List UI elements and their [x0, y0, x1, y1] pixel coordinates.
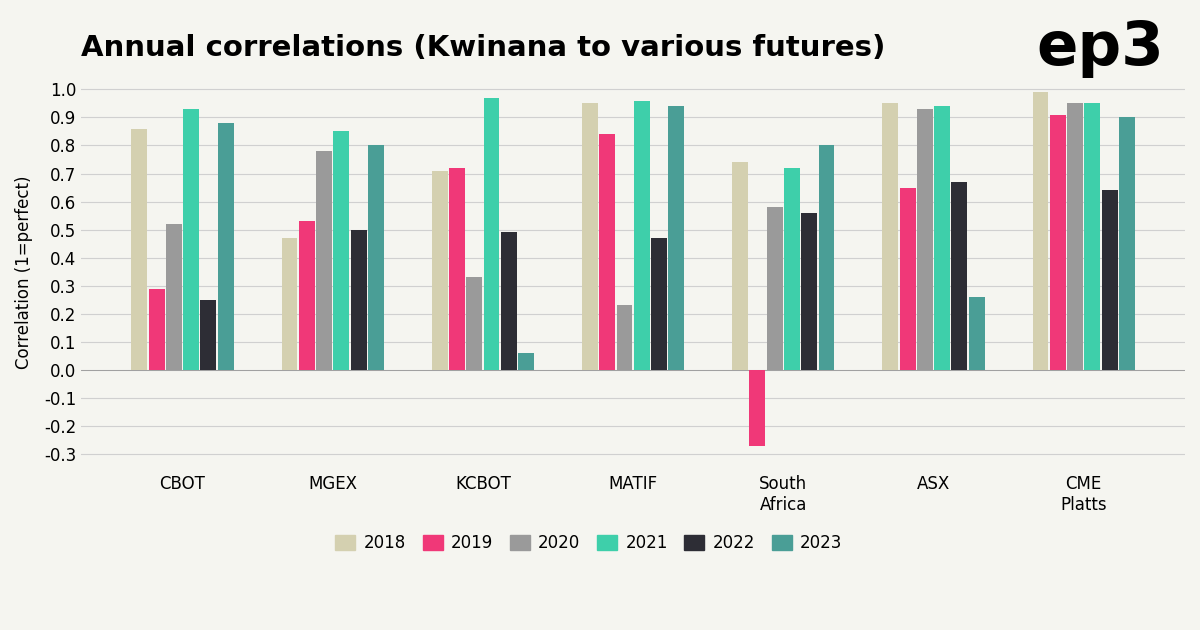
Bar: [149, 289, 164, 370]
Bar: [184, 109, 199, 370]
Bar: [784, 168, 800, 370]
Legend: 2018, 2019, 2020, 2021, 2022, 2023: 2018, 2019, 2020, 2021, 2022, 2023: [329, 527, 850, 559]
Bar: [334, 132, 349, 370]
Bar: [882, 103, 899, 370]
Bar: [934, 106, 950, 370]
Text: Annual correlations (Kwinana to various futures): Annual correlations (Kwinana to various …: [82, 34, 886, 62]
Bar: [1050, 115, 1066, 370]
Bar: [518, 353, 534, 370]
Bar: [282, 238, 298, 370]
Bar: [732, 163, 748, 370]
Bar: [449, 168, 464, 370]
Bar: [750, 370, 766, 445]
Bar: [432, 171, 448, 370]
Bar: [767, 207, 782, 370]
Bar: [968, 297, 985, 370]
Bar: [1085, 103, 1100, 370]
Bar: [500, 232, 517, 370]
Bar: [582, 103, 598, 370]
Bar: [1118, 117, 1135, 370]
Bar: [200, 300, 216, 370]
Bar: [316, 151, 332, 370]
Bar: [217, 123, 234, 370]
Bar: [1067, 103, 1084, 370]
Bar: [1032, 92, 1049, 370]
Y-axis label: Correlation (1=perfect): Correlation (1=perfect): [14, 175, 32, 369]
Bar: [652, 238, 667, 370]
Bar: [668, 106, 684, 370]
Bar: [368, 146, 384, 370]
Bar: [350, 230, 366, 370]
Bar: [917, 109, 932, 370]
Bar: [166, 224, 182, 370]
Bar: [634, 101, 649, 370]
Bar: [599, 134, 616, 370]
Text: ep3: ep3: [1037, 19, 1164, 78]
Bar: [818, 146, 834, 370]
Bar: [802, 213, 817, 370]
Bar: [467, 277, 482, 370]
Bar: [617, 306, 632, 370]
Bar: [484, 98, 499, 370]
Bar: [131, 129, 148, 370]
Bar: [1102, 190, 1117, 370]
Bar: [299, 221, 314, 370]
Bar: [952, 182, 967, 370]
Bar: [900, 188, 916, 370]
